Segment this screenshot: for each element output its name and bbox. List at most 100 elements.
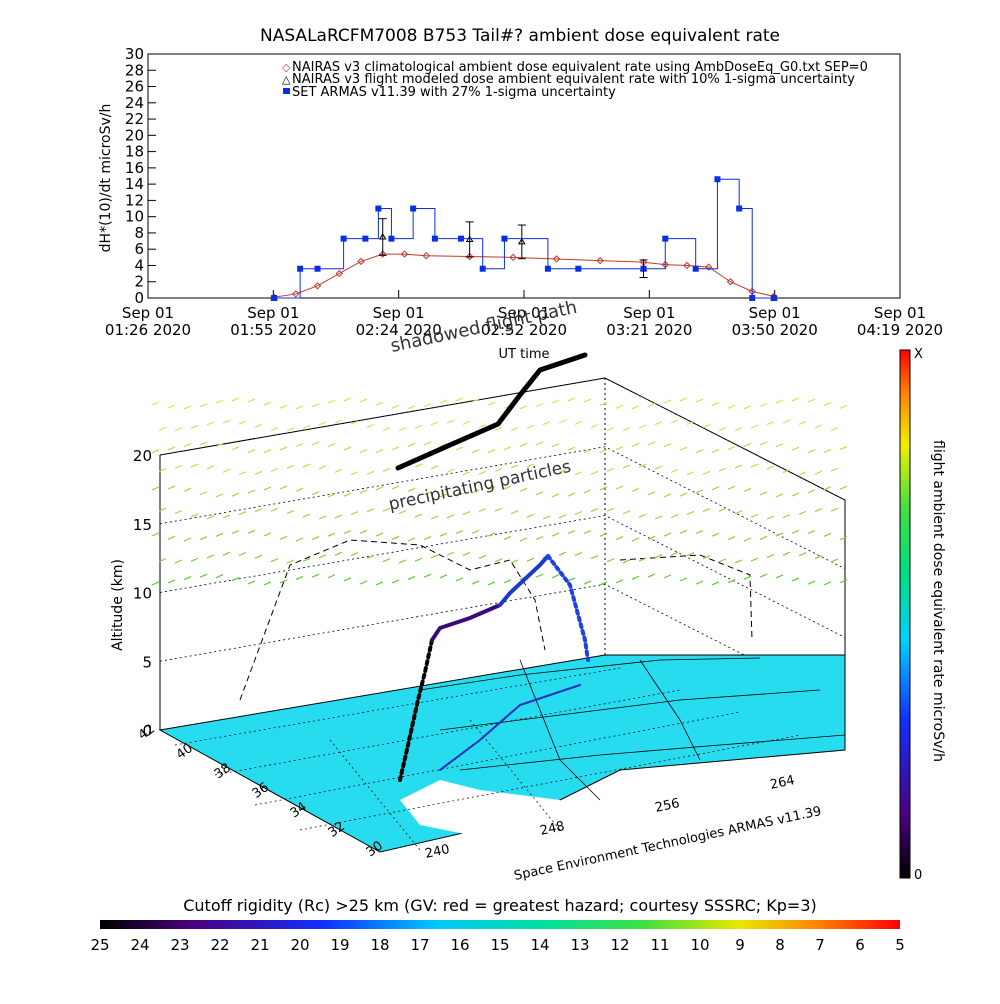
particle-mark — [574, 420, 583, 425]
particle-mark — [286, 510, 295, 515]
particle-mark — [215, 493, 224, 498]
particle-mark — [759, 573, 768, 578]
particle-mark — [670, 468, 679, 474]
particle-mark — [455, 397, 464, 402]
particle-mark — [670, 514, 679, 519]
particle-mark — [359, 398, 368, 403]
particle-mark — [366, 554, 375, 559]
particle-mark — [535, 441, 544, 446]
particle-mark — [759, 441, 768, 446]
particle-mark — [487, 532, 496, 537]
particle-mark — [254, 554, 263, 559]
y-tick-label: 6 — [134, 240, 144, 258]
cutoff-colorbar-label: Cutoff rigidity (Rc) >25 km (GV: red = g… — [183, 896, 817, 915]
particle-mark — [823, 581, 832, 586]
particle-mark — [743, 537, 752, 542]
particle-mark — [823, 532, 832, 537]
cutoff-colorbar-gradient — [100, 920, 900, 929]
particle-mark — [206, 421, 215, 426]
armas-point — [736, 205, 743, 212]
particle-mark — [478, 554, 487, 560]
particle-mark — [823, 486, 832, 491]
particle-mark — [391, 485, 400, 490]
particle-mark — [190, 463, 199, 468]
y-tick-label: 30 — [125, 45, 144, 63]
armas-point — [362, 235, 369, 242]
particle-mark — [606, 558, 615, 563]
legend-marker-nairas-flight: △ — [282, 73, 291, 86]
particle-mark — [695, 449, 704, 454]
particle-mark — [487, 486, 496, 491]
particle-mark — [830, 467, 839, 472]
particle-mark — [382, 507, 391, 512]
particle-mark — [286, 427, 295, 432]
particle-mark — [654, 554, 663, 559]
particle-mark — [839, 446, 848, 451]
particle-mark — [375, 449, 384, 454]
particle-mark — [295, 575, 304, 581]
particle-mark — [158, 468, 167, 473]
particle-mark — [183, 537, 192, 542]
particle-mark — [519, 405, 528, 410]
particle-mark — [238, 420, 247, 425]
nairas-flight-line — [274, 237, 774, 298]
particle-mark — [775, 443, 784, 448]
particle-mark — [343, 446, 352, 451]
x-tick-label-date: Sep 01 — [122, 304, 174, 322]
particle-mark — [318, 515, 327, 520]
particle-mark — [231, 492, 240, 497]
particle-mark — [414, 557, 423, 562]
particle-mark — [366, 470, 375, 475]
particle-mark — [446, 468, 455, 473]
particle-mark — [631, 442, 640, 447]
y-tick-label: 22 — [125, 110, 144, 128]
nairas-clim-point — [726, 278, 735, 286]
particle-mark — [654, 515, 663, 520]
particle-mark — [606, 426, 615, 432]
particle-mark — [151, 581, 160, 586]
particle-mark — [295, 405, 304, 410]
particle-mark — [270, 558, 279, 563]
y-tick-label: 20 — [125, 126, 144, 144]
particle-mark — [407, 537, 416, 542]
particle-mark — [830, 507, 839, 512]
particle-mark — [247, 489, 256, 494]
particle-mark — [494, 467, 503, 472]
particle-mark — [663, 574, 672, 579]
particle-mark — [823, 401, 832, 406]
particle-mark — [455, 492, 464, 497]
particle-mark — [263, 532, 272, 537]
particle-mark — [647, 491, 656, 496]
particle-mark — [167, 485, 176, 490]
particle-mark — [222, 419, 231, 424]
particle-mark — [343, 577, 352, 582]
altitude-grid-line — [159, 515, 846, 638]
particle-mark — [158, 426, 167, 431]
particle-mark — [526, 513, 535, 518]
particle-mark — [839, 536, 848, 541]
x-tick-label-date: Sep 01 — [373, 304, 425, 322]
legend-marker-nairas-clim: ◇ — [282, 61, 291, 74]
particle-mark — [798, 510, 807, 515]
nairas-clim-point — [292, 290, 300, 298]
particle-mark — [606, 507, 615, 512]
particle-mark — [478, 424, 487, 429]
particle-mark — [343, 492, 352, 497]
particle-mark — [622, 427, 631, 432]
particle-mark — [494, 558, 503, 563]
particle-mark — [455, 529, 464, 534]
particle-mark — [494, 507, 503, 512]
particle-mark — [222, 551, 231, 556]
particle-mark — [286, 464, 295, 469]
particle-mark — [814, 424, 823, 429]
particle-mark — [807, 580, 816, 585]
particle-mark — [334, 468, 343, 473]
particle-mark — [247, 398, 256, 403]
particle-mark — [839, 579, 848, 584]
particle-mark — [414, 424, 423, 429]
particle-mark — [702, 424, 711, 429]
particle-mark — [663, 532, 672, 537]
particle-mark — [359, 580, 368, 585]
particle-mark — [526, 557, 535, 562]
particle-mark — [494, 426, 503, 432]
